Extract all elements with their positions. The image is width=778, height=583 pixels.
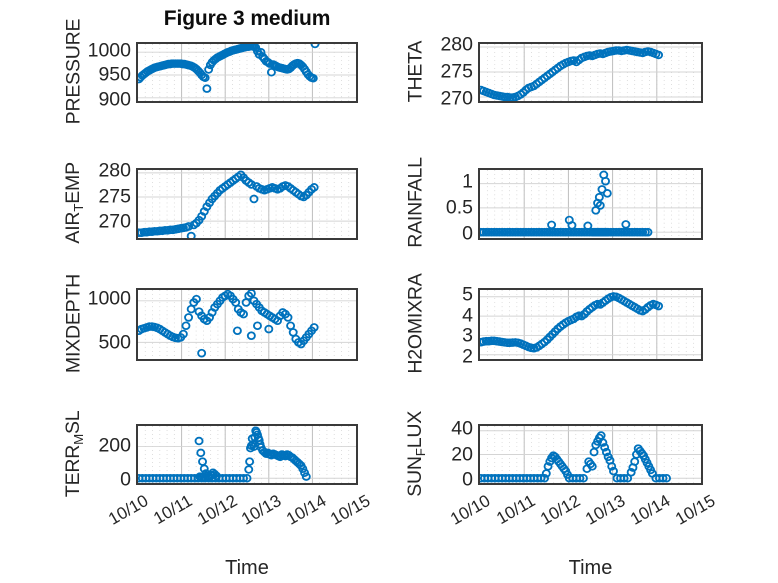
y-tick-label-pressure-2: 1000 (87, 39, 131, 62)
y-tick-label-terr_msl-0: 0 (120, 468, 131, 491)
y-tick-label-rainfall-0: 0 (462, 222, 473, 245)
y-tick-label-pressure-1: 950 (98, 63, 131, 86)
data-series-terr_msl (138, 426, 311, 483)
y-tick-label-air_temp-2: 280 (98, 159, 131, 182)
plot-panel-air_temp (136, 168, 358, 240)
y-tick-label-theta-2: 280 (440, 33, 473, 56)
y-tick-label-h2omixra-3: 5 (462, 283, 473, 306)
y-axis-label-subscript: F (412, 447, 428, 456)
y-tick-label-sun_flux-1: 20 (451, 443, 473, 465)
y-tick-label-sun_flux-0: 0 (462, 468, 473, 491)
plot-panel-mixdepth (136, 288, 358, 361)
plot-panel-rainfall (478, 168, 703, 240)
axes-box-sun_flux (478, 424, 703, 485)
y-tick-label-theta-0: 270 (440, 87, 473, 110)
data-series-pressure (138, 44, 320, 93)
y-tick-label-h2omixra-2: 4 (462, 304, 473, 327)
y-tick-label-terr_msl-1: 200 (98, 434, 131, 457)
y-tick-label-h2omixra-0: 2 (462, 345, 473, 367)
figure-title: Figure 3 medium (163, 7, 331, 30)
y-tick-label-mixdepth-1: 1000 (87, 287, 131, 310)
plot-panel-h2omixra (478, 288, 703, 361)
plot-panel-sun_flux (478, 424, 703, 485)
y-tick-label-air_temp-0: 270 (98, 210, 131, 233)
data-series-h2omixra (480, 292, 664, 353)
axes-box-rainfall (478, 168, 703, 240)
data-series-sun_flux (480, 431, 671, 483)
y-tick-label-theta-1: 275 (440, 60, 473, 83)
grid-theta (480, 44, 701, 101)
axes-box-theta (478, 42, 703, 103)
y-tick-label-sun_flux-2: 40 (451, 417, 473, 440)
data-series-rainfall (480, 170, 653, 237)
x-axis-label-sun_flux: Time (568, 557, 613, 579)
plot-panel-pressure (136, 42, 358, 103)
data-series-theta (480, 45, 664, 101)
data-series-air_temp (138, 170, 319, 238)
axes-box-mixdepth (136, 288, 358, 361)
data-series-mixdepth (138, 290, 319, 358)
grid-pressure (138, 44, 356, 101)
axes-box-pressure (136, 42, 358, 103)
x-axis-label-terr_msl: Time (225, 557, 269, 579)
axes-box-h2omixra (478, 288, 703, 361)
y-axis-label-subscript: M (70, 433, 86, 445)
y-tick-label-rainfall-2: 1 (462, 170, 473, 193)
y-tick-label-h2omixra-1: 3 (462, 324, 473, 347)
grid-air_temp (138, 170, 356, 238)
axes-box-terr_msl (136, 424, 358, 485)
y-tick-label-rainfall-1: 0.5 (445, 196, 473, 219)
plot-panel-theta (478, 42, 703, 103)
y-axis-label-subscript: T (70, 203, 86, 212)
y-tick-label-mixdepth-0: 500 (98, 331, 131, 354)
y-tick-label-pressure-0: 900 (98, 88, 131, 111)
y-tick-label-air_temp-1: 275 (98, 185, 131, 208)
plot-panel-terr_msl (136, 424, 358, 485)
axes-box-air_temp (136, 168, 358, 240)
grid-mixdepth (138, 290, 356, 359)
